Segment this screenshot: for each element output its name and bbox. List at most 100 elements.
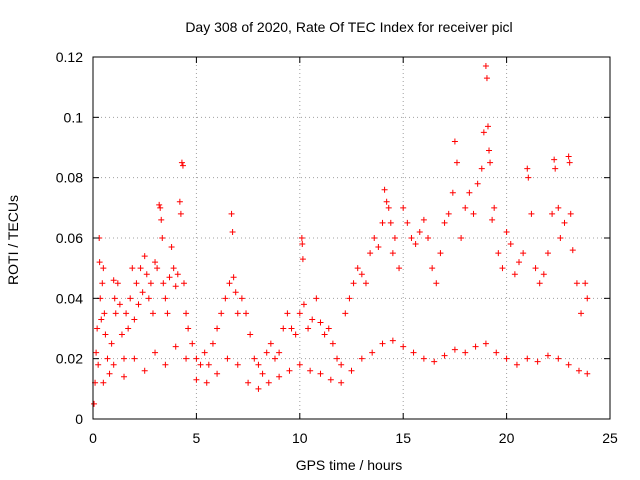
data-point [284,310,291,317]
data-point [410,349,417,356]
data-point [263,349,270,356]
data-point [408,235,415,241]
data-point [265,379,272,386]
data-point [234,361,241,368]
data-point [371,235,378,241]
data-point [131,355,138,362]
data-point [524,165,531,172]
data-point [118,331,125,338]
data-point [145,295,152,302]
data-point [445,210,452,217]
data-point [243,310,250,317]
data-point [472,343,479,350]
data-point [102,331,109,338]
data-marks [91,63,591,407]
data-point [425,235,432,241]
data-point [441,352,448,359]
x-tick-label: 15 [395,430,411,446]
data-point [544,250,551,257]
data-point [205,361,212,368]
data-point [381,186,388,193]
data-point [309,316,316,323]
data-point [338,361,345,368]
data-point [474,180,481,187]
data-point [247,331,254,338]
data-point [177,210,184,217]
data-point [131,316,138,323]
data-point [229,228,236,235]
y-axis-label: ROTI / TECUs [5,195,21,285]
data-point [170,265,177,272]
data-point [127,295,134,302]
data-point [536,280,543,287]
data-point [486,147,493,154]
data-point [437,250,444,257]
data-point [156,201,163,208]
data-point [111,295,118,302]
data-point [566,159,573,166]
data-point [334,355,341,362]
data-point [525,174,532,181]
data-point [507,241,514,248]
data-point [292,331,299,338]
data-point [449,189,456,196]
data-point [251,355,258,362]
x-tick-label: 10 [292,430,308,446]
data-point [162,361,169,368]
y-tick-label: 0.06 [56,230,83,246]
data-point [412,241,419,248]
data-point [101,310,108,317]
data-point [441,219,448,226]
data-point [121,355,128,362]
data-point [98,316,105,323]
data-point [179,162,186,169]
data-point [133,280,140,287]
data-point [108,340,115,347]
data-point [482,63,489,70]
data-point [329,340,336,347]
data-point [172,343,179,350]
y-tick-label: 0.04 [56,290,83,306]
data-point [549,210,556,217]
data-point [174,271,181,278]
data-point [178,159,185,166]
data-point [104,355,111,362]
data-point [214,370,221,377]
data-point [180,280,187,287]
data-point [573,280,580,287]
data-point [416,228,423,235]
data-point [528,210,535,217]
data-point [218,310,225,317]
data-point [350,280,357,287]
data-point [400,204,407,211]
data-point [489,216,496,223]
data-point [503,355,510,362]
data-point [379,340,386,347]
data-point [375,244,382,251]
data-point [255,385,262,392]
data-point [183,355,190,362]
data-point [462,204,469,211]
data-point [201,349,208,356]
data-point [387,219,394,226]
data-point [346,295,353,302]
data-point [121,373,128,380]
data-point [516,259,523,266]
data-point [369,349,376,356]
data-point [453,159,460,166]
data-point [532,265,539,272]
data-point [557,235,564,241]
data-point [495,250,502,257]
data-point [116,301,123,308]
data-point [561,219,568,226]
data-point [420,216,427,223]
data-point [276,349,283,356]
data-point [139,289,146,296]
data-point [230,274,237,281]
axis-ticks [92,56,611,420]
data-point [185,325,192,332]
data-point [470,210,477,217]
y-tick-label: 0.02 [56,351,83,367]
data-point [157,204,164,211]
